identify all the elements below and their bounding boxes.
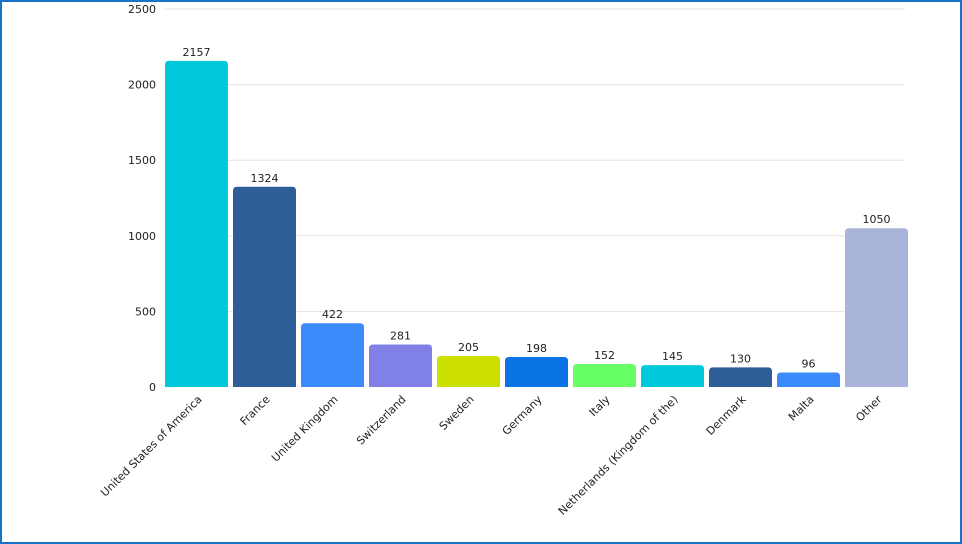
data-label: 422 [322,308,343,321]
data-label: 205 [458,341,479,354]
bar [845,228,908,387]
x-tick-label: Italy [587,393,613,419]
data-label: 281 [390,330,411,343]
data-label: 198 [526,342,547,355]
data-label: 1050 [863,213,891,226]
data-label: 96 [802,357,816,370]
x-tick-label: Germany [500,393,545,438]
y-tick-label: 1500 [128,154,156,167]
y-tick-label: 2000 [128,79,156,92]
bar [777,372,840,387]
bar [573,364,636,387]
bar [505,357,568,387]
x-tick-label: France [238,393,273,428]
bar [233,186,296,387]
data-label: 152 [594,349,615,362]
y-tick-label: 0 [149,381,156,394]
y-tick-label: 500 [135,305,156,318]
data-label: 1324 [251,172,279,185]
bar [165,60,228,387]
y-tick-label: 1000 [128,230,156,243]
bar [641,365,704,387]
x-tick-label: Malta [786,393,817,424]
data-label: 145 [662,350,683,363]
x-tick-label: Denmark [704,392,749,437]
bar [437,356,500,387]
x-tick-label: Netherlands (Kingdom of the) [556,393,681,518]
x-tick-label: United States of America [98,393,204,499]
x-tick-label: United Kingdom [269,393,341,465]
data-label: 2157 [183,46,211,59]
y-tick-label: 2500 [128,3,156,16]
bar [301,323,364,387]
x-tick-label: Other [853,393,885,425]
bar [709,367,772,387]
x-tick-label: Sweden [437,393,477,433]
x-tick-label: Switzerland [354,393,409,448]
data-label: 130 [730,352,751,365]
bar [369,344,432,387]
